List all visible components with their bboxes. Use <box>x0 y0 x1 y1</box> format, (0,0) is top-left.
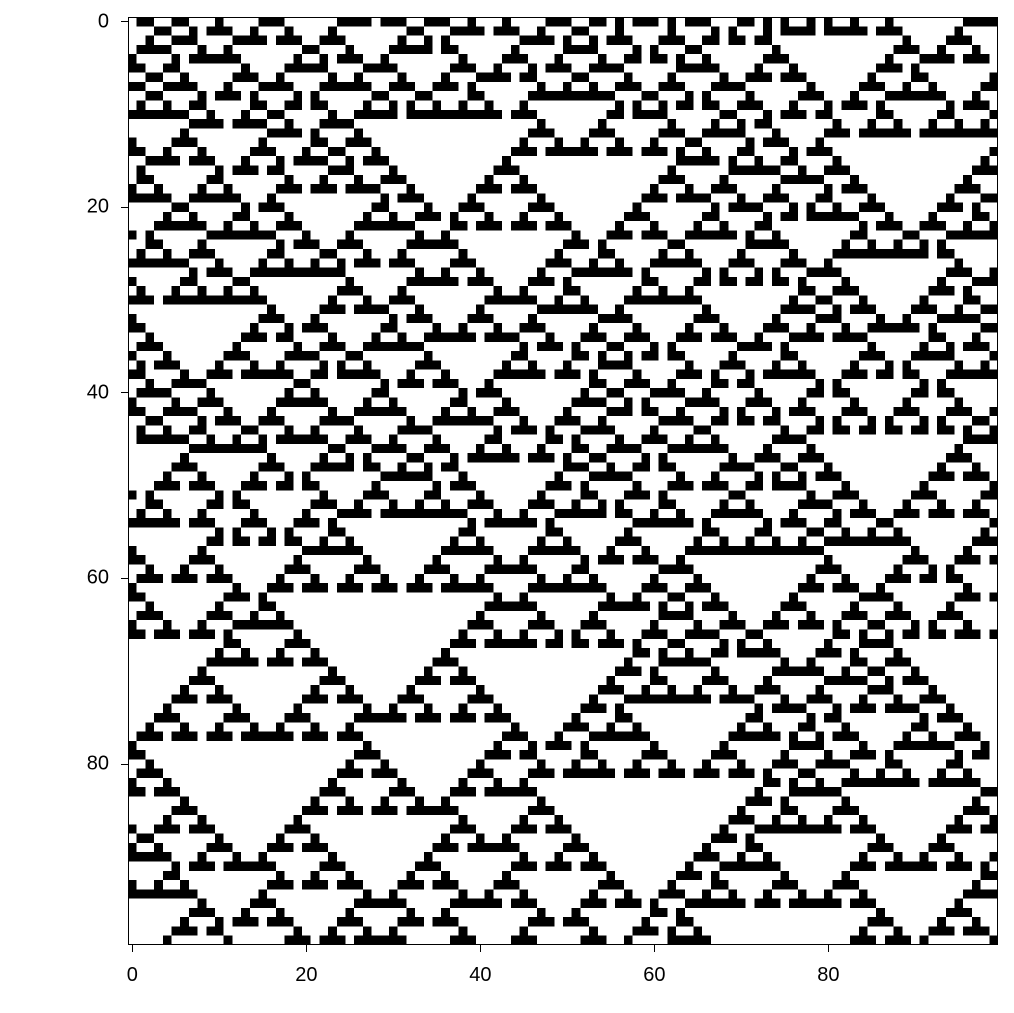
xaxis-tick <box>132 945 133 952</box>
xaxis-tick <box>306 945 307 952</box>
xaxis-tick-label: 40 <box>469 964 491 987</box>
yaxis-tick-label: 40 <box>87 381 109 404</box>
yaxis-tick-label: 80 <box>87 753 109 776</box>
xaxis-tick <box>654 945 655 952</box>
yaxis-tick <box>121 764 128 765</box>
xaxis-tick-label: 0 <box>127 964 138 987</box>
yaxis-tick <box>121 207 128 208</box>
yaxis-tick <box>121 392 128 393</box>
xaxis-tick <box>480 945 481 952</box>
automaton-heatmap <box>128 17 998 945</box>
xaxis-tick-label: 60 <box>643 964 665 987</box>
xaxis-tick-label: 20 <box>295 964 317 987</box>
xaxis-tick-label: 80 <box>817 964 839 987</box>
yaxis-tick <box>121 21 128 22</box>
yaxis-tick <box>121 578 128 579</box>
xaxis-tick <box>828 945 829 952</box>
yaxis-tick-label: 60 <box>87 567 109 590</box>
yaxis-tick-label: 20 <box>87 196 109 219</box>
plot-area <box>128 17 998 945</box>
yaxis-tick-label: 0 <box>98 10 109 33</box>
